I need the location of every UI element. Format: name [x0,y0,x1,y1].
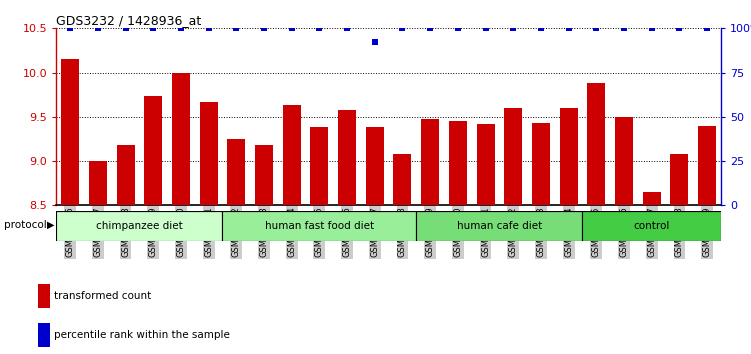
Point [313,25,325,31]
Point [397,25,409,31]
Text: chimpanzee diet: chimpanzee diet [96,221,182,231]
Bar [504,108,522,205]
Point [562,25,575,31]
Text: human fast food diet: human fast food diet [265,221,374,231]
Point [203,25,215,31]
Bar [255,145,273,205]
Point [535,25,547,31]
Point [369,40,381,45]
Bar [89,161,107,205]
Bar [200,102,218,205]
Text: ▶: ▶ [47,220,54,230]
Text: GDS3232 / 1428936_at: GDS3232 / 1428936_at [56,14,201,27]
Text: transformed count: transformed count [55,291,152,301]
Bar [144,96,162,205]
Point [147,25,159,31]
Point [231,25,243,31]
Bar [228,139,246,205]
Text: percentile rank within the sample: percentile rank within the sample [55,330,231,340]
Point [424,25,436,31]
Bar [587,83,605,205]
Point [480,25,492,31]
Bar [671,154,689,205]
Bar [421,119,439,205]
Point [341,25,353,31]
Bar [559,108,578,205]
Bar [643,192,661,205]
Bar [61,59,79,205]
Bar [449,121,467,205]
Bar [116,145,134,205]
Bar [366,127,384,205]
Text: control: control [634,221,670,231]
Point [507,25,519,31]
Point [258,25,270,31]
Bar [222,211,416,241]
Bar [416,211,583,241]
Bar [56,211,222,241]
Point [92,25,104,31]
Text: protocol: protocol [4,220,47,230]
Bar [310,127,328,205]
Point [618,25,630,31]
Bar [532,123,550,205]
Point [119,25,131,31]
Bar [615,117,633,205]
Bar [38,284,50,308]
Bar [477,124,495,205]
Point [64,25,76,31]
Point [701,25,713,31]
Point [646,25,658,31]
Bar [38,323,50,347]
Point [674,25,686,31]
Bar [282,105,300,205]
Point [590,25,602,31]
Bar [394,154,412,205]
Point [175,25,187,31]
Point [285,25,297,31]
Bar [338,110,356,205]
Bar [698,126,716,205]
Point [452,25,464,31]
Text: human cafe diet: human cafe diet [457,221,542,231]
Bar [172,73,190,205]
Bar [583,211,721,241]
